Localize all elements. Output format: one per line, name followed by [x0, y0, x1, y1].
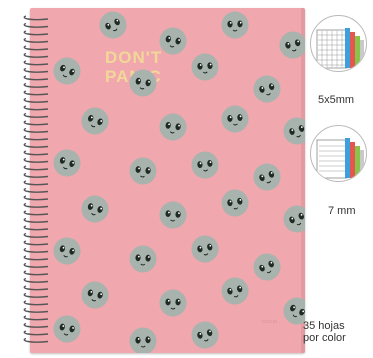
spiral-coil	[23, 195, 49, 201]
alien-face-icon	[190, 150, 220, 180]
spiral-coil	[23, 172, 49, 178]
spiral-coil	[23, 37, 49, 43]
spiral-coil	[23, 52, 49, 58]
spiral-coil	[23, 120, 49, 126]
cover-edge	[301, 8, 305, 353]
alien-face-icon	[128, 244, 158, 274]
line-spacing-label: 7 mm	[328, 205, 356, 217]
alien-face-icon	[252, 162, 282, 192]
spiral-coil	[23, 292, 49, 298]
spiral-coil	[23, 165, 49, 171]
sheets-line2: por color	[303, 332, 346, 344]
alien-face-icon	[52, 148, 82, 178]
spiral-coil	[23, 322, 49, 328]
cover-title-line1: DON'T	[105, 48, 163, 67]
alien-face-icon	[252, 252, 282, 282]
spiral-coil	[23, 180, 49, 186]
spiral-coil	[23, 277, 49, 283]
spiral-coil	[23, 187, 49, 193]
spiral-coil	[23, 97, 49, 103]
spiral-coil	[23, 157, 49, 163]
spiral-coil	[23, 135, 49, 141]
alien-face-icon	[52, 56, 82, 86]
alien-face-icon	[282, 296, 305, 326]
sheets-line1: 35 hojas	[303, 320, 345, 332]
alien-face-icon	[80, 106, 110, 136]
spiral-coil	[23, 202, 49, 208]
spiral-coil	[23, 255, 49, 261]
alien-face-icon	[98, 10, 128, 40]
spiral-coil	[23, 67, 49, 73]
alien-face-icon	[282, 204, 305, 234]
spiral-coil	[23, 22, 49, 28]
spiral-coil	[23, 45, 49, 51]
alien-face-icon	[128, 68, 158, 98]
spiral-coil	[23, 300, 49, 306]
grid-size-label: 5x5mm	[318, 94, 355, 106]
spiral-coil	[23, 315, 49, 321]
spiral-binding	[23, 15, 49, 343]
spiral-coil	[23, 270, 49, 276]
spiral-coil	[23, 90, 49, 96]
alien-face-icon	[190, 52, 220, 82]
alien-face-icon	[282, 116, 305, 146]
alien-face-icon	[80, 194, 110, 224]
alien-face-icon	[190, 234, 220, 264]
alien-face-icon	[220, 188, 250, 218]
alien-face-icon	[190, 320, 220, 350]
notebook-cover: DON'T PANIC ▭▭▭	[30, 8, 305, 353]
spiral-coil	[23, 262, 49, 268]
alien-face-icon	[220, 10, 250, 40]
alien-face-icon	[80, 280, 110, 310]
spiral-coil	[23, 60, 49, 66]
spiral-coil	[23, 112, 49, 118]
alien-face-icon	[220, 276, 250, 306]
alien-face-icon	[52, 314, 82, 344]
spiral-coil	[23, 217, 49, 223]
spiral-coil	[23, 232, 49, 238]
spiral-coil	[23, 330, 49, 336]
alien-face-icon	[158, 112, 188, 142]
alien-face-icon	[158, 26, 188, 56]
spiral-coil	[23, 247, 49, 253]
spiral-coil	[23, 210, 49, 216]
spiral-coil	[23, 30, 49, 36]
alien-face-icon	[128, 326, 158, 353]
spiral-coil	[23, 127, 49, 133]
alien-face-icon	[252, 74, 282, 104]
grid-paper-icon	[310, 15, 367, 72]
spiral-coil	[23, 307, 49, 313]
spiral-coil	[23, 75, 49, 81]
spiral-coil	[23, 240, 49, 246]
spiral-coil	[23, 15, 49, 21]
spiral-coil	[23, 82, 49, 88]
alien-face-icon	[128, 156, 158, 186]
alien-face-icon	[158, 200, 188, 230]
alien-face-icon	[220, 104, 250, 134]
spiral-coil	[23, 150, 49, 156]
alien-face-icon	[278, 30, 305, 60]
spiral-coil	[23, 337, 49, 343]
spiral-coil	[23, 105, 49, 111]
brand-mark: ▭▭▭	[262, 319, 278, 325]
lined-paper-icon	[310, 125, 367, 182]
spiral-coil	[23, 285, 49, 291]
spiral-coil	[23, 225, 49, 231]
spiral-coil	[23, 142, 49, 148]
alien-face-icon	[52, 236, 82, 266]
sheets-per-color: 35 hojas por color	[303, 320, 373, 344]
alien-face-icon	[158, 288, 188, 318]
